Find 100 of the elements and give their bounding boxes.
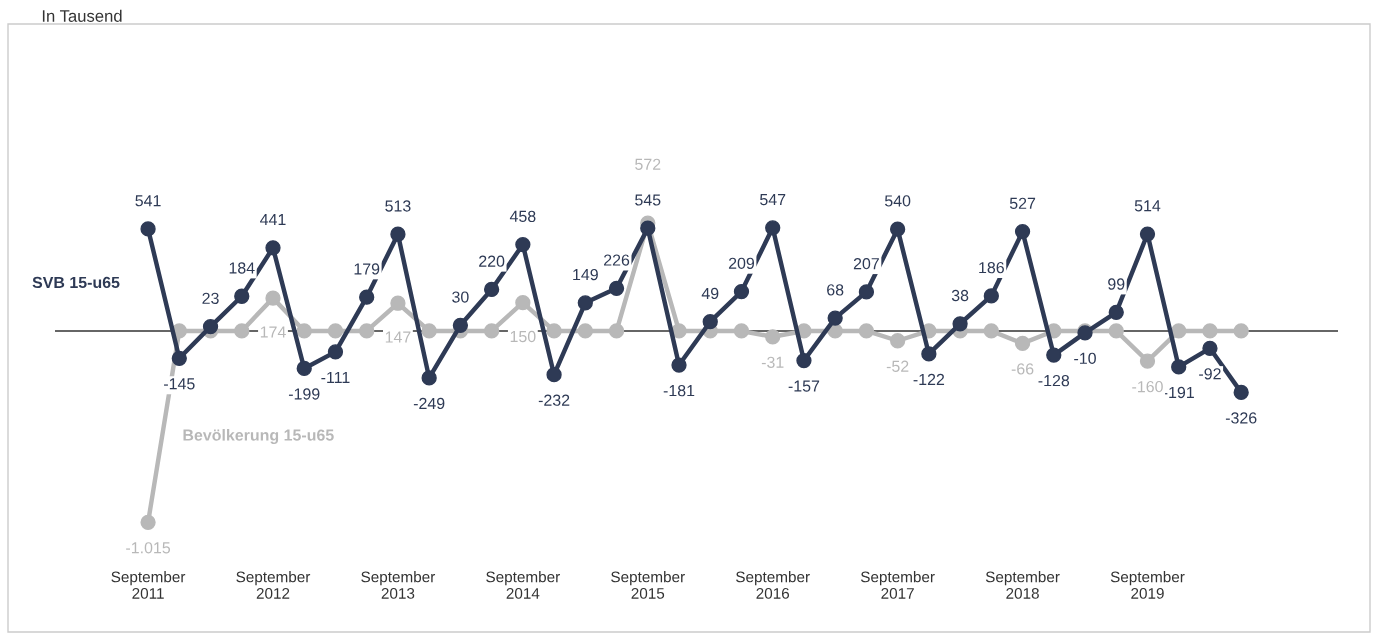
point [952,316,968,332]
data-label: 149 [573,268,598,281]
point [234,288,250,304]
data-label: -122 [913,373,945,385]
point [483,323,500,339]
point [546,323,562,339]
point [733,283,750,300]
point [577,295,593,311]
point [1139,353,1156,369]
data-label: -232 [538,394,570,406]
point [921,346,937,362]
data-label: -181 [663,384,695,397]
point [359,289,375,305]
x-tick-label: September 2013 [361,571,436,599]
point [265,240,281,256]
data-label: 572 [635,158,661,170]
data-label: 38 [951,289,969,302]
data-label: -52 [886,360,909,372]
data-label: 209 [728,257,755,269]
point [1171,323,1187,339]
data-label: 220 [479,255,505,267]
point [608,280,625,296]
data-label: -92 [1199,368,1221,380]
point [546,367,562,383]
data-label: 186 [979,261,1004,274]
point [452,317,469,333]
x-tick-label: September 2015 [611,571,685,599]
point [733,323,750,339]
data-label: -249 [413,397,445,410]
data-label: 547 [760,194,786,206]
point [1014,335,1031,352]
data-label: -191 [1163,386,1194,399]
point [359,323,375,339]
point [296,323,312,339]
data-label: -326 [1225,412,1257,424]
data-label: 514 [1134,200,1161,212]
point [515,295,531,311]
point [1202,323,1218,339]
point [1108,323,1124,339]
data-label: 527 [1009,197,1036,209]
data-label: 174 [260,326,286,338]
x-tick-label: September 2017 [860,571,935,599]
data-label: -145 [164,378,195,390]
point [889,333,906,349]
x-tick-label: September 2016 [736,571,810,599]
point [702,314,718,330]
data-label: -160 [1132,380,1163,393]
point [1046,347,1062,363]
point [140,221,156,237]
point [515,236,531,253]
data-label: 184 [229,262,255,274]
point [983,323,999,339]
chart-title: In Tausend [42,9,122,22]
data-label: -31 [761,356,784,368]
point [765,329,781,345]
point [171,350,187,366]
point [858,323,875,339]
data-label: 207 [853,258,879,270]
data-label: 441 [260,214,286,226]
point [1233,384,1249,401]
data-label: 179 [354,263,380,275]
data-label: 49 [701,287,719,300]
x-tick-label: September 2011 [111,571,186,599]
x-tick-label: September 2012 [236,571,311,599]
data-label: -128 [1038,374,1070,387]
point [1014,223,1031,240]
data-label: 540 [884,195,911,207]
point [1139,226,1156,242]
point [421,323,437,339]
point [796,352,812,369]
data-label: 541 [135,195,161,207]
data-label: -1.015 [126,542,171,554]
text: SVB 15-u65 [32,276,120,289]
data-label: -157 [788,380,820,392]
point [889,221,906,237]
point [671,357,687,373]
point [265,290,281,306]
point [296,360,312,377]
point [827,310,843,326]
point [202,318,219,335]
point [327,344,344,360]
point [327,323,344,339]
point [234,323,250,339]
data-label: 513 [385,200,411,212]
data-label: 30 [452,291,469,303]
data-label: -111 [321,371,350,383]
data-label: 68 [827,284,844,296]
data-label: -199 [288,388,320,400]
point [1108,304,1124,320]
point [1202,340,1218,356]
data-label: 23 [202,292,219,305]
series-label: Bevölkerung 15-u65 [183,429,334,444]
point [140,514,156,530]
x-tick-label: September 2018 [985,571,1060,599]
data-label: 147 [385,331,411,343]
data-label: 545 [635,194,661,206]
data-label: 99 [1108,278,1125,290]
point [1233,323,1249,339]
point [390,295,406,311]
point [1171,359,1187,375]
